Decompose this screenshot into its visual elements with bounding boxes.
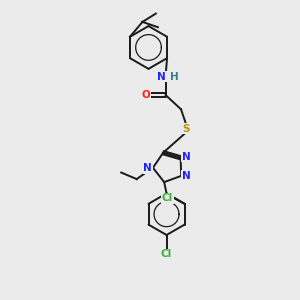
Text: S: S <box>183 124 190 134</box>
Text: H: H <box>169 72 178 82</box>
Text: N: N <box>182 171 191 181</box>
Text: N: N <box>157 72 166 82</box>
Text: O: O <box>141 90 150 100</box>
Text: N: N <box>143 163 152 173</box>
Text: Cl: Cl <box>161 249 172 259</box>
Text: N: N <box>182 152 190 161</box>
Text: Cl: Cl <box>162 194 173 203</box>
